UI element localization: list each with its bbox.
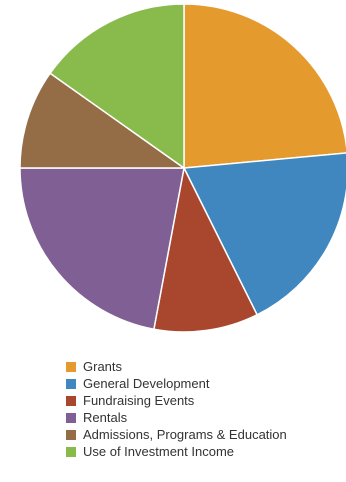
legend-item-rentals: Rentals: [66, 409, 287, 426]
chart-legend: Grants General Development Fundraising Eve…: [66, 358, 287, 460]
legend-item-general-development: General Development: [66, 375, 287, 392]
legend-swatch: [66, 446, 76, 457]
legend-label: Fundraising Events: [83, 393, 195, 408]
legend-swatch: [66, 361, 76, 372]
pie-slice-grants: [183, 3, 346, 169]
legend-swatch: [66, 395, 76, 406]
legend-swatch: [66, 412, 76, 423]
legend-item-fundraising-events: Fundraising Events: [66, 392, 287, 409]
legend-label: General Development: [83, 376, 210, 391]
legend-label: Rentals: [83, 410, 128, 425]
legend-label: Use of Investment Income: [83, 444, 235, 459]
pie-plot-area: [19, 3, 346, 333]
legend-item-use-of-investment-income: Use of Investment Income: [66, 443, 287, 460]
legend-item-admissions-programs-and-education: Admissions, Programs & Education: [66, 426, 287, 443]
legend-swatch: [66, 378, 76, 389]
legend-label: Grants: [83, 359, 123, 374]
legend-label: Admissions, Programs & Education: [83, 427, 287, 442]
legend-swatch: [66, 429, 76, 440]
pie-slice-admissions-programs-and-education: [19, 72, 185, 169]
legend-item-grants: Grants: [66, 358, 287, 375]
pie-slice-fundraising-events: [153, 167, 258, 333]
pie-slice-rentals: [19, 167, 185, 330]
pie-slice-general-development: [183, 152, 346, 316]
pie-slice-use-of-investment-income: [49, 3, 185, 169]
